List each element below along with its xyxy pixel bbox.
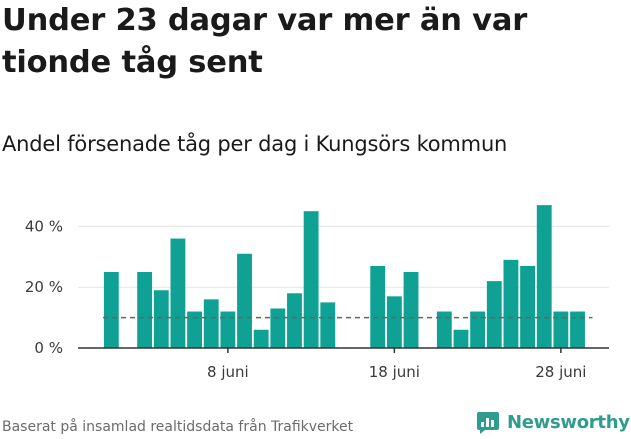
bar	[303, 211, 319, 348]
bar	[370, 265, 386, 348]
newsworthy-logo-icon	[477, 412, 499, 434]
newsworthy-logo-text: Newsworthy	[507, 411, 630, 433]
bar	[436, 311, 452, 348]
bar	[470, 311, 486, 348]
x-tick-label: 8 juni	[207, 363, 249, 381]
y-axis-ticks: 0 % 20 % 40 %	[25, 217, 63, 357]
source-note: Baserat på insamlad realtidsdata från Tr…	[2, 419, 354, 435]
bar	[486, 281, 502, 348]
y-tick-label: 20 %	[25, 278, 63, 296]
bar	[253, 329, 269, 348]
chart-title: Under 23 dagar var mer än var tionde tåg…	[2, 3, 528, 80]
bar	[536, 205, 552, 348]
bar	[103, 272, 119, 348]
bars	[103, 205, 585, 348]
x-axis-ticks: 8 juni 18 juni 28 juni	[207, 348, 586, 381]
y-tick-label: 0 %	[34, 339, 63, 357]
y-tick-label: 40 %	[25, 217, 63, 235]
bar	[203, 299, 219, 348]
bar	[237, 253, 252, 348]
bar	[520, 265, 535, 348]
bar	[386, 296, 402, 348]
bar	[287, 293, 302, 348]
bar	[553, 311, 569, 348]
bar	[403, 272, 419, 348]
bar	[187, 311, 202, 348]
bar	[220, 311, 236, 348]
bar	[153, 290, 169, 348]
x-tick-label: 28 juni	[535, 363, 586, 381]
bar	[170, 238, 186, 348]
bar	[453, 329, 469, 348]
bar	[503, 259, 519, 348]
bar	[320, 302, 336, 348]
chart-subtitle: Andel försenade tåg per dag i Kungsörs k…	[2, 132, 508, 156]
bar	[570, 311, 585, 348]
bar-chart: 0 % 20 % 40 % 8 juni 18 juni 28 juni	[25, 205, 609, 381]
x-tick-label: 18 juni	[369, 363, 420, 381]
bar	[270, 308, 286, 348]
bar	[137, 272, 153, 348]
newsworthy-logo: Newsworthy	[476, 408, 630, 436]
